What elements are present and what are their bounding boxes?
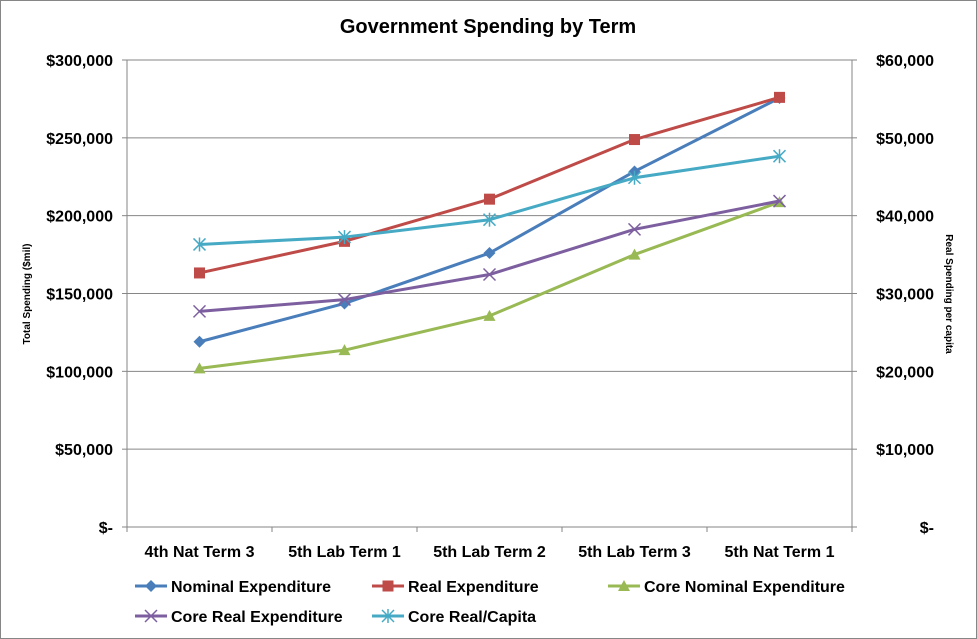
data-point	[628, 248, 641, 260]
legend-label: Real Expenditure	[408, 579, 539, 596]
legend-label: Core Real Expenditure	[171, 609, 343, 626]
series-line-2	[199, 200, 781, 370]
y2-tick-label: $40,000	[876, 209, 934, 226]
y2-tick-label: $50,000	[876, 131, 934, 148]
data-point	[193, 362, 206, 374]
y2-tick-label: $-	[920, 520, 934, 537]
data-point	[192, 304, 207, 318]
x-tick-label: 5th Lab Term 3	[578, 544, 691, 561]
data-point	[772, 149, 787, 164]
legend-item: Core Nominal Expenditure	[608, 579, 845, 596]
x-tick-label: 4th Nat Term 3	[145, 544, 255, 561]
legend-item: Nominal Expenditure	[135, 579, 331, 596]
y-tick-label: $100,000	[46, 364, 113, 381]
chart-title: Government Spending by Term	[340, 16, 636, 38]
y-axis-label: Total Spending ($mil)	[22, 244, 33, 345]
y-tick-label: $-	[99, 520, 113, 537]
data-point	[629, 134, 640, 146]
data-point	[482, 267, 497, 282]
data-point	[483, 247, 496, 260]
legend-item: Core Real/Capita	[372, 609, 536, 626]
legend-label: Nominal Expenditure	[171, 579, 331, 596]
legend-marker	[144, 609, 158, 623]
legend-marker	[382, 580, 394, 592]
legend-item: Real Expenditure	[372, 579, 539, 596]
data-point	[772, 194, 787, 208]
legend-marker	[618, 580, 630, 591]
legend-item: Core Real Expenditure	[135, 609, 343, 626]
data-point	[483, 309, 496, 321]
legend-marker	[381, 609, 395, 623]
data-point	[194, 267, 205, 279]
x-tick-label: 5th Lab Term 2	[433, 544, 546, 561]
data-point	[337, 293, 352, 307]
data-point	[627, 222, 642, 236]
data-point	[774, 91, 785, 103]
x-tick-label: 5th Nat Term 1	[725, 544, 835, 561]
y-tick-label: $50,000	[55, 442, 113, 459]
legend-label: Core Real/Capita	[408, 609, 536, 626]
data-point	[338, 344, 351, 356]
y-tick-label: $150,000	[46, 287, 113, 304]
data-point	[337, 230, 352, 245]
data-point	[482, 212, 497, 227]
data-point	[627, 170, 642, 185]
x-tick-label: 5th Lab Term 1	[288, 544, 401, 561]
y-tick-label: $200,000	[46, 209, 113, 226]
y2-tick-label: $10,000	[876, 442, 934, 459]
y-tick-label: $250,000	[46, 131, 113, 148]
y2-tick-label: $30,000	[876, 287, 934, 304]
y2-tick-label: $20,000	[876, 364, 934, 381]
series-line-1	[199, 95, 780, 275]
data-point	[484, 193, 495, 205]
legend-label: Core Nominal Expenditure	[644, 579, 845, 596]
legend-marker	[145, 580, 157, 592]
data-point	[193, 335, 206, 348]
y2-tick-label: $60,000	[876, 53, 934, 70]
y-tick-label: $300,000	[46, 53, 113, 70]
data-point	[192, 237, 207, 252]
y2-axis-label: Real Spending per capita	[943, 234, 954, 354]
